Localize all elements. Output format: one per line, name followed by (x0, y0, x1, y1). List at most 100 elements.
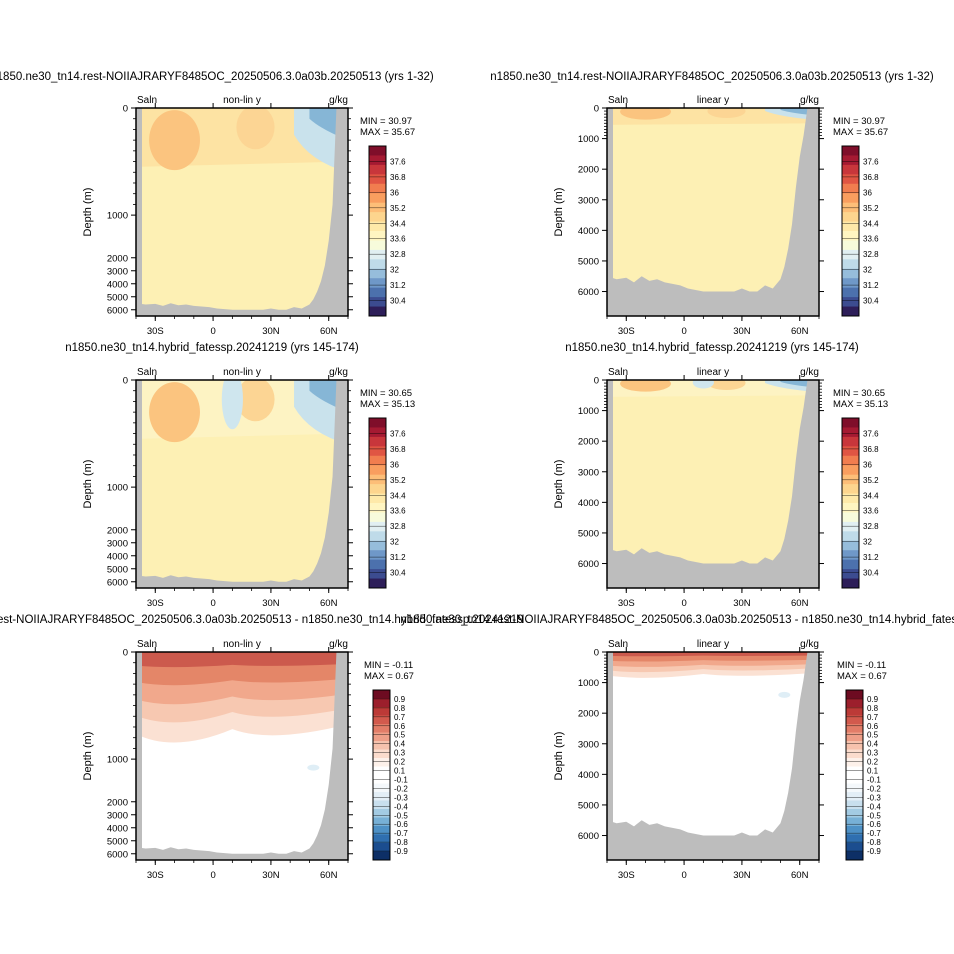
panel-title: n1850.ne30_tn14.rest-NOIIAJRARYF8485OC_2… (490, 71, 934, 83)
y-axis-label: Depth (m) (553, 188, 565, 237)
y-tick-label: 4000 (107, 279, 128, 290)
variable-label: Saln (137, 639, 157, 650)
y-tick-label: 3000 (107, 266, 128, 277)
south-boundary (136, 108, 142, 316)
colorbar-label: 37.6 (390, 157, 406, 166)
colorbar-swatch (373, 698, 390, 708)
colorbar-label: 35.2 (863, 204, 879, 213)
colorbar-swatch (369, 493, 386, 504)
colorbar-swatch (842, 174, 859, 185)
y-tick-label: 3000 (578, 195, 599, 206)
panel-1: n1850.ne30_tn14.rest-NOIIAJRARYF8485OC_2… (0, 71, 434, 337)
colorbar-swatch (842, 493, 859, 504)
colorbar-swatch (846, 690, 863, 699)
panel-title: n1850.ne30_tn14.rest-NOIIAJRARYF8485OC_2… (0, 614, 524, 626)
x-tick-label: 30S (618, 870, 635, 881)
colorbar-label: 32 (863, 266, 872, 275)
variable-label: Saln (137, 367, 157, 378)
colorbar-swatch (846, 817, 863, 827)
colorbar-label: 0.7 (867, 713, 879, 722)
scale-label: linear y (697, 367, 729, 378)
colorbar-label: 0.5 (867, 731, 879, 740)
colorbar-label: 34.4 (863, 219, 879, 228)
panel-title: n1850.ne30_tn14.hybrid_fatessp.20241219 … (65, 342, 359, 354)
y-tick-label: 6000 (107, 305, 128, 316)
colorbar-swatch (842, 278, 859, 289)
y-tick-label: 1000 (107, 211, 128, 222)
colorbar-swatch (369, 164, 386, 175)
colorbar-label: -0.1 (394, 775, 408, 784)
colorbar-label: 32.8 (390, 250, 406, 259)
x-tick-label: 30N (262, 598, 280, 609)
colorbar-label: 36.8 (863, 173, 879, 182)
colorbar-swatch (842, 550, 859, 561)
colorbar-label: 37.6 (863, 157, 879, 166)
units-label: g/kg (800, 95, 819, 106)
units-label: g/kg (329, 639, 348, 650)
colorbar-swatch (842, 436, 859, 447)
y-tick-label: 5000 (107, 564, 128, 575)
y-tick-label: 4000 (578, 770, 599, 781)
colorbar-swatch (369, 540, 386, 551)
colorbar-label: 30.4 (390, 569, 406, 578)
colorbar-swatch (369, 249, 386, 260)
colorbar-swatch (369, 155, 386, 166)
y-tick-label: 6000 (578, 559, 599, 570)
colorbar-swatch (842, 212, 859, 223)
variable-label: Saln (608, 95, 628, 106)
colorbar-label: 36.8 (863, 445, 879, 454)
colorbar-label: 36 (390, 188, 399, 197)
south-boundary (136, 652, 142, 860)
y-tick-label: 2000 (578, 437, 599, 448)
variable-label: Saln (608, 367, 628, 378)
x-tick-label: 0 (210, 598, 215, 609)
contour-field (136, 108, 348, 316)
colorbar-swatch (369, 183, 386, 194)
colorbar-label: 36 (863, 188, 872, 197)
y-tick-label: 1000 (578, 406, 599, 417)
colorbar-label: 30.4 (863, 297, 879, 306)
y-tick-label: 5000 (578, 800, 599, 811)
salty-core-south (149, 110, 200, 171)
colorbar-swatch (369, 503, 386, 513)
colorbar-label: 0.1 (394, 767, 406, 776)
colorbar-swatch (373, 766, 390, 776)
x-tick-label: 60N (320, 326, 338, 337)
colorbar-swatch (373, 724, 390, 733)
colorbar-swatch (842, 569, 859, 580)
min-label: MIN = 30.97 (360, 116, 412, 127)
colorbar-label: 0.1 (867, 767, 879, 776)
panel-title: n1850.ne30_tn14.rest-NOIIAJRARYF8485OC_2… (0, 71, 434, 83)
colorbar-frame (368, 417, 387, 589)
colorbar-label: -0.9 (394, 847, 408, 856)
colorbar-label: 31.2 (390, 281, 406, 290)
colorbar-label: 32 (390, 538, 399, 547)
scale-label: non-lin y (223, 639, 261, 650)
small-negative-patch (307, 764, 320, 771)
scale-label: non-lin y (223, 367, 261, 378)
colorbar-label: -0.6 (867, 820, 881, 829)
x-tick-label: 30N (733, 870, 751, 881)
salty-core-south (620, 108, 671, 120)
colorbar-label: -0.2 (394, 784, 408, 793)
colorbar-swatch (373, 741, 390, 750)
y-tick-label: 3000 (578, 467, 599, 478)
colorbar-label: 0.2 (394, 758, 406, 767)
colorbar-swatch (842, 221, 859, 232)
y-tick-label: 1000 (578, 134, 599, 145)
colorbar-swatch (373, 758, 390, 767)
colorbar-label: 34.4 (390, 219, 406, 228)
colorbar-label: 35.2 (390, 476, 406, 485)
colorbar-label: 0.6 (394, 722, 406, 731)
colorbar-swatch (369, 193, 386, 204)
salty-core-north (236, 108, 275, 150)
plot-frame (606, 379, 820, 589)
colorbar-swatch (369, 484, 386, 495)
colorbar: 37.6 36.8 36 35.2 34.4 33.6 32.8 32 31.2 30.4 (841, 417, 879, 589)
colorbar-swatch (842, 578, 859, 589)
colorbar-label: 32.8 (390, 522, 406, 531)
colorbar-swatch (846, 809, 863, 818)
x-tick-label: 30N (262, 870, 280, 881)
y-axis-label: Depth (m) (82, 732, 94, 781)
colorbar-swatch (846, 800, 863, 810)
